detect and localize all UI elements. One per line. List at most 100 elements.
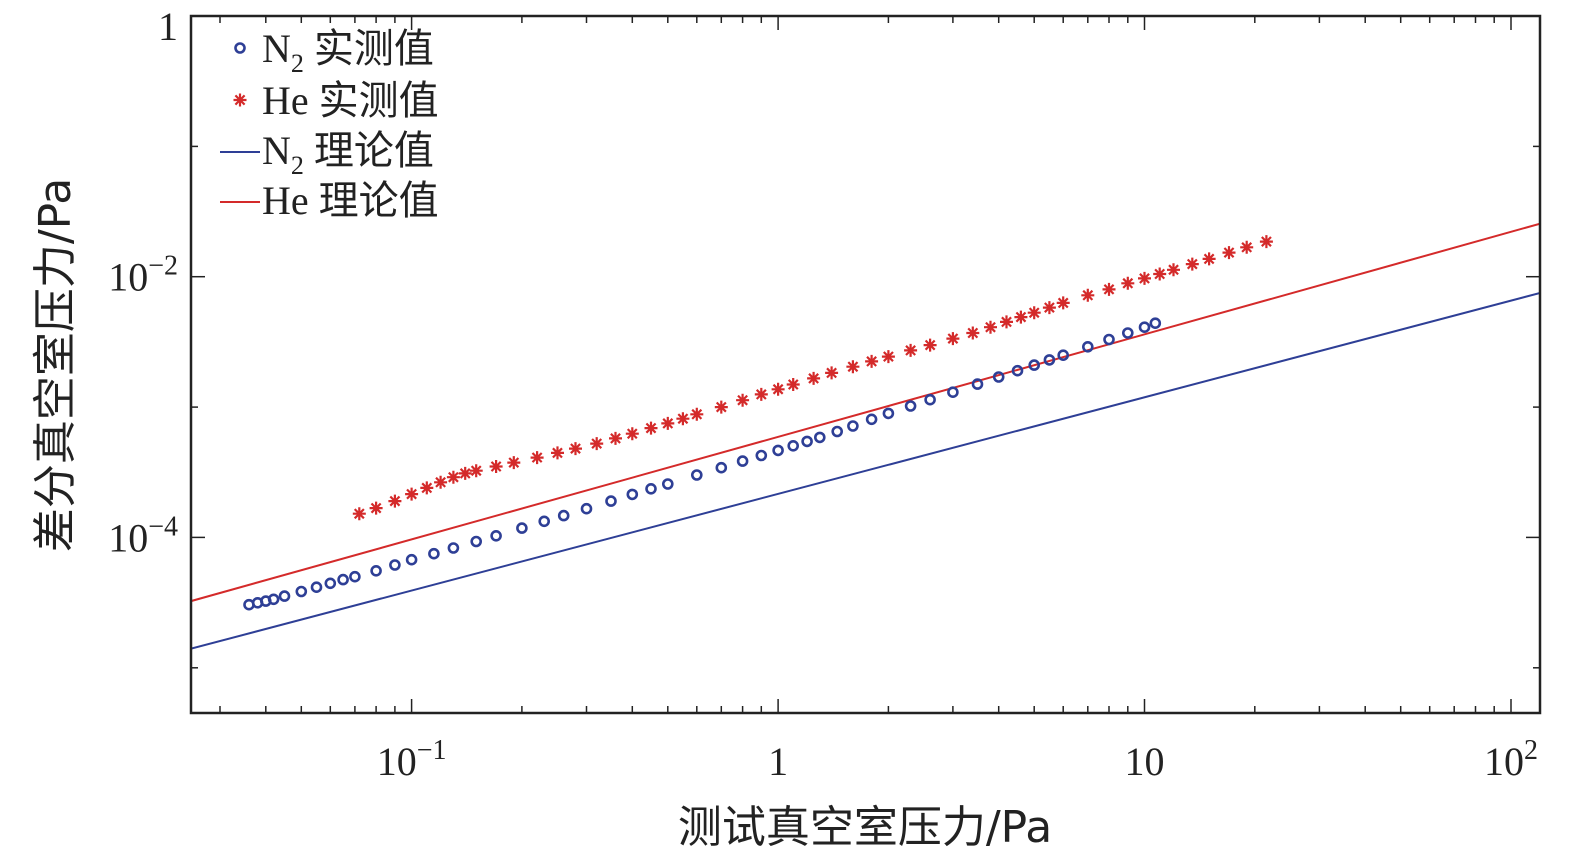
y-tick-label-exponent: −2 (148, 251, 178, 282)
he_measured-point (1153, 267, 1167, 281)
x-tick-label: 102 (1484, 735, 1538, 784)
n2_measured-point (447, 542, 460, 554)
legend-label-name: He (262, 78, 309, 123)
he_measured-point (865, 354, 879, 368)
n2_measured-point (924, 393, 936, 406)
x-tick-label-base: 10 (1484, 739, 1524, 784)
y-axis-title: 差分真空室压力/Pa (30, 178, 81, 552)
he_measured-point (434, 475, 448, 489)
n2_measured-point (557, 509, 570, 522)
he_measured-point (881, 350, 895, 364)
n2_measured-point (1028, 359, 1040, 371)
he_measured-point (904, 343, 918, 357)
x-axis-title: 测试真空室压力/Pa (678, 802, 1052, 853)
he_measured-point (1185, 257, 1199, 271)
he_measured-point (1259, 235, 1273, 249)
legend-marker (234, 42, 246, 54)
n2_measured-point (626, 488, 639, 501)
ticks-layer (191, 15, 1540, 713)
he_measured-point (569, 442, 582, 456)
he_measured-point (754, 387, 768, 401)
n2_measured-point (1122, 327, 1134, 339)
n2_measured-point (904, 400, 917, 412)
legend-label: He 实测值 (262, 78, 439, 123)
legend-item-n2_theory: N2 理论值 (220, 128, 434, 180)
n2_measured-point (865, 413, 878, 426)
he_measured-point (420, 481, 434, 495)
legend-label-suffix: 实测值 (304, 26, 434, 71)
n2_measured-point (801, 435, 813, 448)
n2_measured-point (405, 553, 418, 566)
n2_measured-point (831, 425, 844, 438)
he_measured-point (1167, 263, 1180, 277)
he_measured-point (1014, 310, 1028, 324)
legend-label-subscript: 2 (291, 49, 304, 78)
he_theory-line (191, 222, 1540, 603)
he_measured-point (1102, 282, 1116, 296)
y-tick-label-exponent: −4 (148, 511, 178, 542)
x-tick-label: 10 (1125, 739, 1165, 784)
he_measured-point (771, 382, 785, 396)
he_measured-point (644, 421, 658, 435)
he_measured-point (609, 431, 622, 445)
x-tick-label-exponent: −1 (417, 735, 447, 766)
he_measured-point (786, 378, 800, 391)
plot-frame (189, 14, 1542, 715)
n2_measured-point (715, 461, 728, 474)
n2_measured-point (1149, 317, 1162, 330)
legend-item-he_theory: He 理论值 (220, 178, 439, 223)
he_measured-point (489, 460, 503, 473)
he_measured-point (1240, 240, 1254, 254)
n2_measured-point (349, 570, 361, 583)
n2_measured-point (947, 386, 959, 399)
y-tick-label-base: 10 (108, 515, 148, 560)
n2_measured-point (787, 439, 800, 452)
he_measured-point (590, 437, 604, 451)
y-tick-label-base: 10 (108, 255, 148, 300)
he_measured-point (352, 507, 366, 521)
n2_measured-point (1103, 333, 1115, 346)
n2_measured-point (755, 449, 768, 462)
he_measured-point (661, 416, 675, 430)
x-tick-label: 10−1 (377, 735, 447, 784)
legend-label-name: He (262, 178, 309, 223)
he_measured-point (405, 487, 419, 501)
n2_measured-point (1011, 364, 1024, 377)
he_measured-point (1222, 246, 1236, 260)
n2_measured-point (736, 455, 749, 467)
he_measured-point (388, 494, 402, 508)
n2_measured-point (605, 495, 617, 507)
he_measured-point (846, 360, 860, 374)
he_measured-point (825, 366, 839, 380)
he_measured-point (1081, 288, 1095, 302)
x-tick-label-base: 1 (768, 739, 788, 784)
n2_measured-point (538, 515, 551, 528)
n2_measured-points (243, 317, 1162, 611)
x-tick-label-base: 10 (377, 739, 417, 784)
x-tick-label-base: 10 (1125, 739, 1165, 784)
he_measured-point (530, 451, 544, 465)
he_measured-point (736, 393, 750, 407)
series-layer (191, 222, 1540, 650)
he_measured-point (458, 466, 472, 480)
he_measured-point (1056, 296, 1070, 310)
n2_measured-point (490, 529, 502, 542)
n2_measured-point (882, 407, 895, 420)
he_measured-point (984, 320, 997, 334)
n2_measured-point (1057, 349, 1069, 362)
n2_measured-point (310, 581, 323, 594)
n2_measured-point (992, 371, 1005, 383)
he_measured-points (352, 235, 1273, 521)
he_measured-point (1202, 252, 1216, 266)
he_measured-point (469, 464, 483, 478)
he_measured-point (946, 332, 960, 346)
n2_measured-point (389, 559, 401, 571)
he_measured-point (1138, 271, 1151, 285)
n2_measured-point (267, 593, 280, 606)
y-tick-label-base: 1 (158, 4, 178, 49)
he_measured-point (923, 338, 937, 352)
n2_measured-point (295, 585, 308, 598)
n2_measured-point (645, 482, 657, 495)
